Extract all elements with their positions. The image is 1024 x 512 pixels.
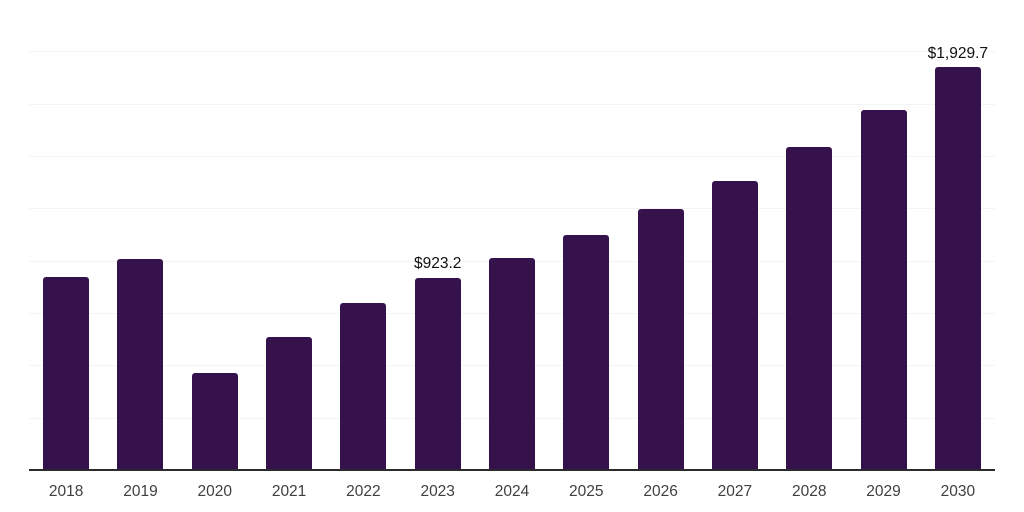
bar-2030[interactable]: [934, 67, 981, 471]
x-tick-2020: 2020: [197, 483, 233, 500]
x-axis-line: [29, 469, 995, 471]
x-tick-2029: 2029: [866, 483, 901, 500]
x-axis-labels: 2018 2019 2020 2021 2022 2023 2024 2025 2026 2027…: [29, 483, 995, 507]
bar-2020[interactable]: [191, 372, 238, 471]
x-tick-2018: 2018: [48, 483, 84, 500]
bar-2024[interactable]: [489, 258, 535, 471]
bar-2025[interactable]: [563, 235, 610, 471]
bar-2022[interactable]: [340, 303, 387, 471]
bar-2026[interactable]: [637, 208, 684, 471]
x-tick-2027: 2027: [717, 483, 753, 500]
x-tick-2028: 2028: [791, 483, 827, 500]
bar-2028[interactable]: [786, 147, 833, 471]
bar-2019[interactable]: [117, 258, 164, 471]
bar-2018[interactable]: [43, 277, 90, 471]
x-tick-2022: 2022: [346, 483, 381, 500]
gridline: [29, 51, 995, 53]
x-tick-2030: 2030: [940, 483, 976, 500]
gridline: [29, 156, 995, 157]
gridline: [29, 208, 995, 210]
data-label-2023: $923.2: [413, 255, 462, 273]
bar-2027[interactable]: [711, 181, 758, 471]
x-tick-2019: 2019: [123, 483, 158, 500]
bar-2029[interactable]: [860, 109, 907, 471]
gridline: [29, 103, 995, 105]
x-tick-2026: 2026: [643, 483, 678, 500]
x-tick-2024: 2024: [494, 483, 530, 500]
x-tick-2023: 2023: [420, 483, 455, 500]
x-tick-2025: 2025: [569, 483, 604, 500]
plot-area: $923.2 $1,929.7: [29, 0, 995, 471]
bar-2023[interactable]: [414, 277, 461, 471]
data-label-2030: $1,929.7: [927, 44, 989, 62]
bar-2021[interactable]: [266, 337, 313, 471]
x-tick-2021: 2021: [271, 483, 307, 500]
